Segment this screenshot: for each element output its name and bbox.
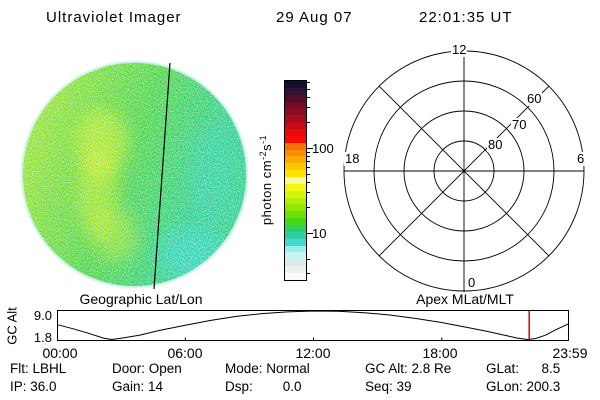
colorbar-tick	[307, 152, 310, 153]
colorbar-band	[285, 245, 306, 253]
colorbar-band	[285, 87, 306, 95]
polar-caption: Apex MLat/MLT	[416, 291, 514, 307]
colorbar-band	[285, 115, 306, 123]
colorbar-tick-label-10: 10	[312, 226, 327, 241]
app-title: Ultraviolet Imager	[46, 9, 182, 26]
colorbar-band	[285, 225, 306, 232]
disk-caption: Geographic Lat/Lon	[79, 291, 203, 307]
colorbar-band	[285, 177, 306, 184]
mlat-label-60: 60	[526, 91, 543, 106]
strip-ylabel: GC Alt	[4, 307, 20, 345]
colorbar-band	[285, 218, 306, 226]
colorbar-band	[285, 81, 306, 88]
status-gain: Gain: 14	[112, 379, 164, 394]
colorbar-tick-label-100: 100	[312, 141, 334, 156]
header-date: 29 Aug 07	[276, 9, 353, 26]
colorbar-band	[285, 204, 306, 212]
colorbar-tick	[307, 156, 310, 157]
colorbar-tick	[307, 273, 310, 274]
strip-xtick-0000: 00:00	[42, 345, 78, 361]
mlat-label-80: 80	[487, 137, 504, 152]
colorbar-band	[285, 211, 306, 219]
colorbar-tick	[307, 174, 310, 175]
mlat-label-70: 70	[511, 117, 528, 132]
clock-label-12: 12	[451, 42, 468, 57]
gc-alt-curve	[57, 310, 569, 341]
colorbar-band	[285, 252, 306, 260]
unit-exponent: -2	[257, 150, 268, 160]
colorbar-tick	[307, 82, 310, 83]
colorbar-tick	[307, 89, 310, 90]
noise-overlay	[21, 61, 248, 288]
colorbar-band	[285, 149, 306, 157]
colorbar-band	[285, 142, 306, 150]
colorbar-band	[285, 197, 306, 205]
colorbar-band	[285, 183, 306, 191]
strip-xtick-0600: 06:00	[167, 345, 203, 361]
colorbar-tick	[307, 107, 310, 108]
colorbar	[284, 80, 313, 281]
clock-label-18: 18	[344, 151, 361, 166]
colorbar-tick	[307, 233, 313, 234]
clock-label-0: 0	[467, 275, 477, 290]
uv-disk-image	[19, 59, 250, 290]
colorbar-band	[285, 190, 306, 198]
colorbar-band	[285, 122, 306, 130]
colorbar-tick	[307, 148, 313, 149]
status-flt: Flt: LBHL	[10, 361, 67, 376]
colorbar-band	[285, 108, 306, 116]
status-dsp: Dsp: 0.0	[225, 379, 302, 394]
strip-xtick-1800: 18:00	[422, 345, 458, 361]
strip-xtick-2359: 23:59	[552, 345, 588, 361]
status-ip: IP: 36.0	[10, 379, 57, 394]
colorbar-band	[285, 135, 306, 143]
strip-ytick-high: 9.0	[33, 308, 52, 323]
strip-ytick-low: 1.8	[33, 330, 52, 345]
status-door: Door: Open	[112, 361, 182, 376]
colorbar-band	[285, 266, 306, 274]
strip-chart	[57, 310, 569, 341]
colorbar-tick	[307, 97, 310, 98]
colorbar-band	[285, 231, 306, 239]
colorbar-band	[285, 259, 306, 267]
unit-text: photon cm	[259, 159, 275, 226]
status-glon: GLon: 200.3	[486, 379, 561, 394]
colorbar-band	[285, 163, 306, 171]
colorbar-band	[285, 156, 306, 164]
clock-label-6: 6	[576, 151, 586, 166]
colorbar-band	[285, 273, 306, 280]
colorbar-band	[285, 101, 306, 109]
strip-xtick-1200: 12:00	[295, 345, 331, 361]
unit-exponent: -1	[257, 134, 268, 144]
polar-axis-diagonal	[378, 85, 550, 257]
colorbar-band	[285, 129, 306, 136]
colorbar-unit-label: photon cm-2s-1	[258, 135, 274, 225]
polar-grid	[343, 50, 585, 292]
meridian-line	[153, 62, 171, 290]
status-mode: Mode: Normal	[225, 361, 310, 376]
colorbar-tick	[307, 259, 310, 260]
colorbar-bands	[285, 81, 306, 280]
colorbar-tick	[307, 167, 310, 168]
colorbar-tick	[307, 161, 310, 162]
disk-rim	[21, 61, 248, 288]
status-gc-alt: GC Alt: 2.8 Re	[365, 361, 452, 376]
colorbar-tick	[307, 182, 310, 183]
header-time: 22:01:35 UT	[419, 9, 513, 26]
colorbar-band	[285, 170, 306, 178]
status-seq: Seq: 39	[365, 379, 412, 394]
unit-text: s	[259, 143, 275, 151]
colorbar-tick	[307, 122, 310, 123]
disk-rim	[19, 59, 250, 290]
colorbar-tick	[307, 192, 310, 193]
status-glat: GLat: 8.5	[486, 361, 561, 376]
colorbar-tick	[307, 207, 310, 208]
colorbar-band	[285, 238, 306, 246]
colorbar-band	[285, 94, 306, 102]
